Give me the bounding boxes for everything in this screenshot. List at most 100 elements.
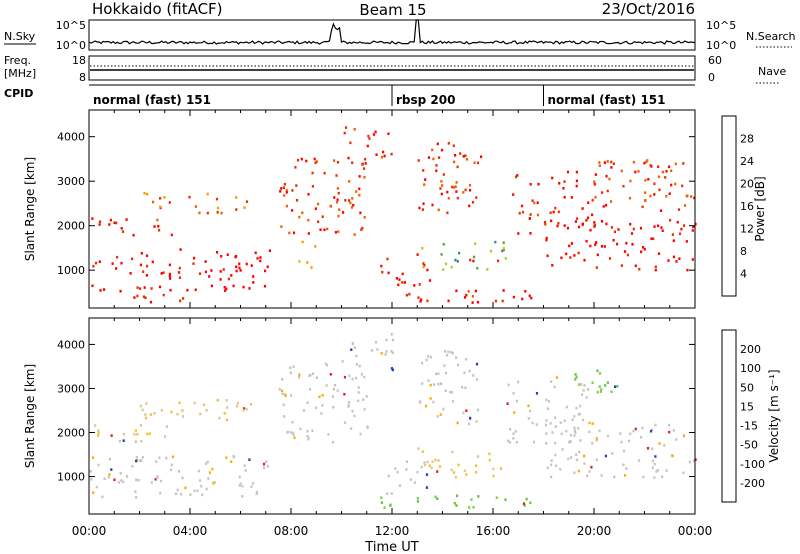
data-cell	[522, 502, 526, 505]
data-cell	[248, 458, 251, 461]
data-cell	[594, 196, 597, 199]
power-colorbar-title: Power [dB]	[753, 176, 767, 241]
data-cell	[455, 289, 458, 293]
data-cell	[507, 439, 510, 443]
velocity-axes: 1000 2000 3000 4000	[57, 318, 696, 514]
data-cell	[194, 205, 197, 208]
data-cell	[692, 459, 696, 463]
data-cell	[605, 174, 608, 178]
data-cell	[525, 497, 528, 501]
data-cell	[443, 350, 447, 353]
data-cell	[343, 421, 347, 424]
data-cell	[368, 137, 371, 140]
data-cell	[657, 165, 660, 168]
data-cell	[569, 440, 572, 443]
data-cell	[380, 155, 383, 159]
data-cell	[149, 413, 152, 416]
data-cell	[110, 468, 113, 471]
data-cell	[254, 251, 257, 255]
data-cell	[667, 259, 670, 262]
colorbar-tick: 100	[740, 362, 761, 375]
data-cell	[657, 224, 660, 228]
data-cell	[606, 434, 610, 438]
data-cell	[517, 232, 520, 235]
nsky-tick-bottom: 10^0	[56, 39, 86, 52]
colorbar-tick: 8	[740, 245, 747, 258]
data-cell	[640, 250, 643, 254]
data-cell	[323, 228, 326, 232]
data-cell	[282, 186, 285, 189]
data-cell	[391, 351, 394, 355]
data-cell	[619, 432, 622, 435]
data-cell	[252, 482, 255, 485]
nsky-label: N.Sky	[4, 30, 36, 43]
data-cell	[632, 160, 635, 164]
data-cell	[462, 155, 465, 158]
data-cell	[454, 258, 457, 262]
data-cell	[439, 187, 442, 190]
data-cell	[141, 408, 144, 412]
data-cell	[423, 183, 426, 186]
data-cell	[98, 223, 101, 226]
data-cell	[305, 159, 308, 163]
data-cell	[358, 175, 361, 178]
data-cell	[364, 157, 367, 161]
data-cell	[604, 454, 607, 458]
data-cell	[653, 193, 656, 196]
data-cell	[545, 442, 548, 445]
data-cell	[224, 289, 227, 292]
data-cell	[641, 205, 644, 209]
data-cell	[223, 286, 226, 289]
data-cell	[586, 216, 590, 220]
data-cell	[545, 419, 548, 422]
data-cell	[620, 169, 623, 173]
data-cell	[216, 206, 220, 210]
data-cell	[374, 130, 377, 134]
power-heatmap	[91, 126, 697, 304]
data-cell	[235, 255, 238, 258]
data-cell	[386, 492, 389, 495]
data-cell	[577, 251, 580, 255]
data-cell	[323, 171, 326, 175]
data-cell	[535, 423, 538, 426]
data-cell	[347, 405, 350, 408]
data-cell	[531, 199, 534, 202]
data-cell	[578, 383, 581, 386]
data-cell	[170, 463, 173, 467]
data-cell	[450, 265, 453, 269]
data-cell	[358, 187, 361, 191]
data-cell	[163, 196, 166, 199]
data-cell	[427, 379, 430, 382]
data-cell	[638, 267, 641, 271]
data-cell	[238, 475, 241, 479]
data-cell	[300, 157, 303, 161]
data-cell	[563, 224, 566, 227]
data-cell	[440, 382, 443, 385]
data-cell	[574, 373, 577, 376]
data-cell	[488, 452, 491, 456]
data-cell	[235, 269, 238, 273]
data-cell	[162, 271, 165, 274]
data-cell	[170, 233, 173, 237]
colorbar-tick: 24	[740, 155, 754, 168]
data-cell	[311, 429, 314, 433]
data-cell	[226, 253, 229, 256]
data-cell	[690, 195, 693, 198]
data-cell	[230, 460, 233, 463]
data-cell	[192, 262, 195, 265]
data-cell	[115, 221, 118, 225]
data-cell	[137, 479, 140, 482]
data-cell	[437, 208, 440, 212]
data-cell	[144, 413, 147, 416]
data-cell	[116, 255, 119, 259]
data-cell	[476, 408, 479, 412]
data-cell	[159, 205, 162, 209]
data-cell	[556, 224, 559, 228]
data-cell	[213, 481, 216, 484]
data-cell	[354, 376, 358, 380]
data-cell	[98, 220, 102, 223]
data-cell	[292, 231, 296, 235]
data-cell	[554, 416, 557, 419]
data-cell	[583, 462, 586, 465]
data-cell	[263, 284, 267, 288]
